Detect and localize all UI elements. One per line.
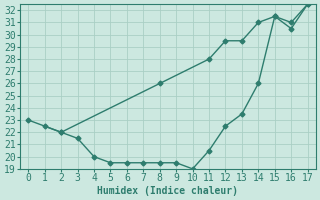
X-axis label: Humidex (Indice chaleur): Humidex (Indice chaleur): [98, 186, 238, 196]
